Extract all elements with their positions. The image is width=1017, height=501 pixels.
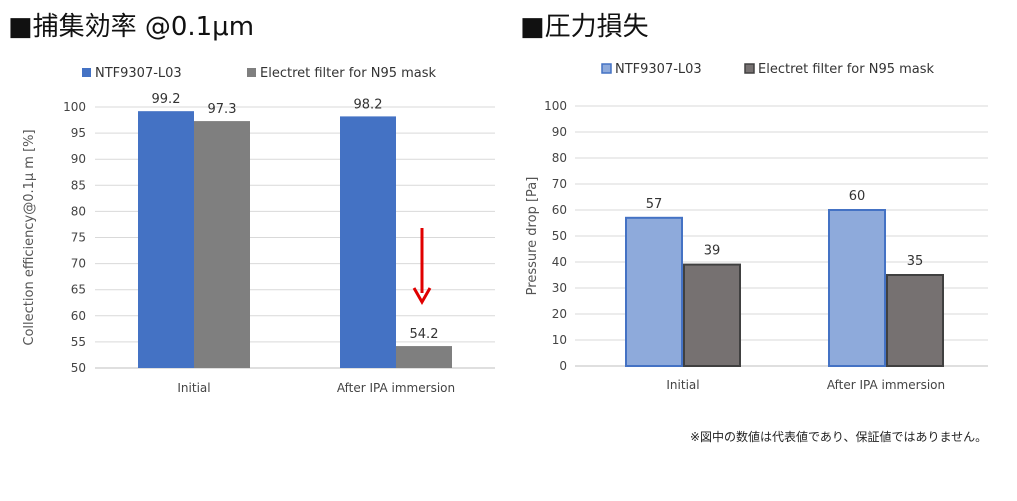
- bar: [683, 263, 741, 368]
- x-tick-label: Initial: [177, 381, 210, 395]
- data-label: 57: [646, 197, 663, 212]
- data-label: 60: [849, 189, 866, 204]
- bar: [396, 346, 452, 368]
- bar: [340, 116, 396, 368]
- y-tick-label: 50: [71, 361, 86, 375]
- y-tick-label: 100: [544, 99, 567, 113]
- data-label: 54.2: [410, 327, 439, 342]
- y-tick-label: 90: [71, 152, 86, 166]
- y-tick-label: 70: [71, 257, 86, 271]
- y-tick-label: 20: [552, 307, 567, 321]
- bar: [194, 121, 250, 369]
- legend-label: NTF9307-L03: [95, 66, 182, 81]
- y-tick-label: 60: [552, 203, 567, 217]
- y-tick-label: 10: [552, 333, 567, 347]
- legend-swatch: [601, 63, 612, 74]
- legend-label: NTF9307-L03: [615, 62, 702, 77]
- y-tick-label: 55: [71, 335, 86, 349]
- y-axis-title: Collection efficiency@0.1μ m [%]: [22, 129, 37, 345]
- y-tick-label: 70: [552, 177, 567, 191]
- x-tick-label: After IPA immersion: [827, 378, 945, 392]
- down-arrow-head-icon: [412, 287, 432, 306]
- y-tick-label: 60: [71, 309, 86, 323]
- data-label: 39: [704, 244, 721, 259]
- y-tick-label: 95: [71, 126, 86, 140]
- chart-right: 0 10 20 30 40 50 60 70 80 90 100 Pressure drop [Pa]…: [525, 62, 988, 392]
- collection-efficiency-title: ■捕集効率 @0.1μm: [8, 12, 255, 42]
- legend-label: Electret filter for N95 mask: [758, 62, 935, 77]
- y-tick-label: 75: [71, 231, 86, 245]
- legend-swatch: [744, 63, 755, 74]
- x-tick-label: After IPA immersion: [337, 381, 455, 395]
- bar: [138, 111, 194, 369]
- y-axis-title: Pressure drop [Pa]: [525, 177, 540, 296]
- x-tick-label: Initial: [666, 378, 699, 392]
- data-label: 98.2: [354, 97, 383, 112]
- y-tick-label: 40: [552, 255, 567, 269]
- legend-swatch: [247, 68, 256, 77]
- y-tick-label: 80: [71, 204, 86, 218]
- y-tick-label: 50: [552, 229, 567, 243]
- chart-left: 50 55 60 65 70 75 80 85 90 95 100 Collection effici…: [22, 66, 495, 395]
- bar: [828, 209, 886, 367]
- bar: [625, 216, 683, 367]
- legend-swatch: [82, 68, 91, 77]
- y-tick-label: 100: [63, 100, 86, 114]
- data-label: 97.3: [208, 102, 237, 117]
- y-tick-label: 30: [552, 281, 567, 295]
- pressure-drop-title: ■圧力損失: [520, 12, 649, 42]
- y-tick-label: 80: [552, 151, 567, 165]
- y-tick-label: 90: [552, 125, 567, 139]
- bar: [886, 274, 944, 367]
- footnote: ※図中の数値は代表値であり、保証値ではありません。: [690, 430, 988, 444]
- data-label: 99.2: [152, 92, 181, 107]
- legend-label: Electret filter for N95 mask: [260, 66, 437, 81]
- y-tick-label: 0: [559, 359, 567, 373]
- y-tick-label: 85: [71, 178, 86, 192]
- data-label: 35: [907, 254, 924, 269]
- y-tick-label: 65: [71, 283, 86, 297]
